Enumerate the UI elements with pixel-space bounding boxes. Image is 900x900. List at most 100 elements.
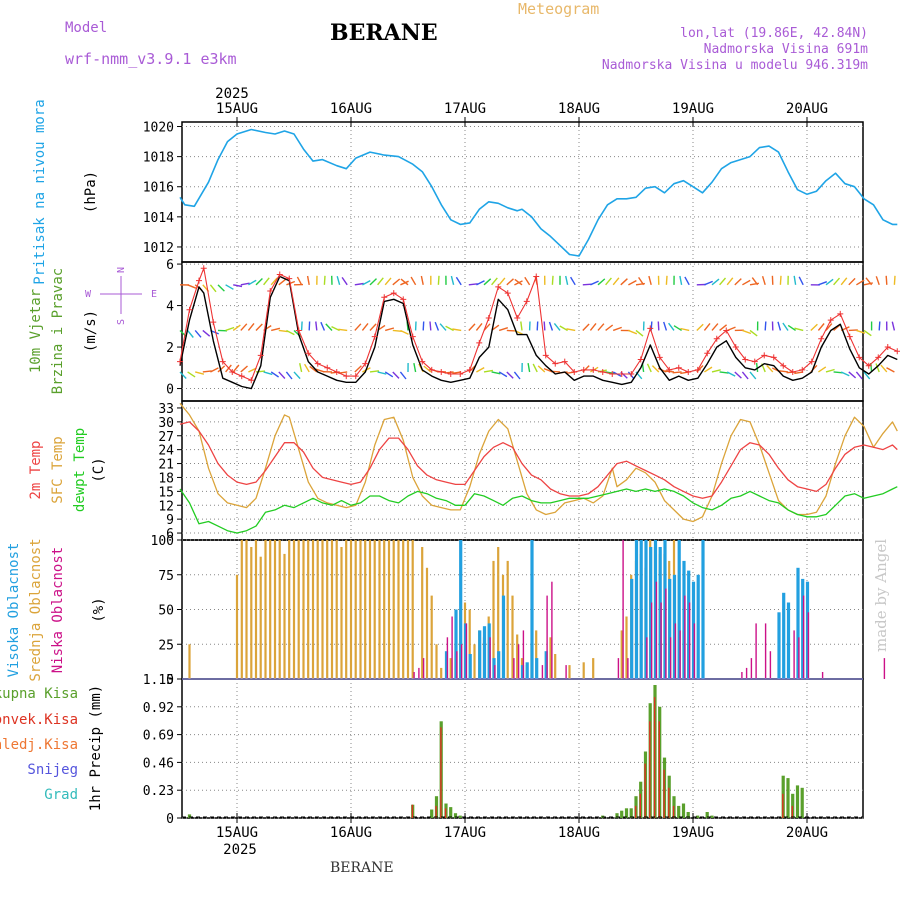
wind-direction-arrow — [362, 279, 371, 286]
temperature-tick-label: 30 — [158, 416, 174, 431]
cloud-bar — [465, 623, 468, 679]
wind-direction-arrow — [255, 278, 263, 286]
gust-marker — [884, 344, 891, 351]
wind-direction-arrow — [377, 371, 387, 375]
total-precip-bar — [187, 814, 192, 818]
gust-marker — [808, 358, 815, 365]
wind-direction-arrow — [818, 281, 828, 286]
wind-direction-arrow — [751, 277, 759, 286]
wind-direction-arrow — [648, 275, 652, 285]
wind-direction-arrow — [833, 277, 841, 286]
conv-precip-bar — [668, 787, 670, 818]
total-precip-bar — [677, 805, 681, 818]
cloud-bar — [520, 665, 525, 679]
pressure-frame — [181, 121, 864, 263]
wind-direction-arrow — [840, 277, 848, 286]
gust-marker — [343, 373, 350, 380]
cloud-bar — [805, 581, 810, 679]
wind-direction-arrow — [711, 323, 719, 331]
gust-marker — [533, 273, 540, 280]
wind-direction-arrow — [553, 322, 561, 331]
conv-precip-bar — [658, 721, 660, 818]
total-precip-bar — [449, 807, 453, 818]
temperature-tick-label: 33 — [158, 402, 174, 417]
cloud-bar — [278, 540, 281, 679]
gust-marker — [305, 350, 312, 357]
gust-marker — [400, 296, 407, 303]
wind-direction-arrow — [810, 323, 818, 331]
wind-direction-arrow — [657, 321, 660, 331]
wind-direction-arrow — [741, 371, 749, 380]
precip-tick-label: 0.92 — [143, 701, 174, 716]
wind-direction-arrow — [749, 371, 757, 380]
cloud-bar — [349, 540, 353, 679]
total-precip-bar — [620, 810, 624, 818]
wind-direction-arrow — [719, 324, 728, 332]
gust-marker — [818, 335, 825, 342]
compass-north-label: N — [116, 267, 127, 273]
temperature-tick-label: 24 — [158, 444, 174, 459]
wind-direction-arrow — [240, 323, 248, 331]
wind-direction-arrow — [422, 321, 425, 331]
wind-direction-arrow — [532, 363, 538, 373]
wind-direction-arrow — [726, 326, 736, 332]
coords-label: lon,lat (19.86E, 42.84N) — [680, 26, 868, 41]
total-precip-bar — [705, 812, 709, 818]
cloud-bar — [288, 540, 291, 679]
wind-direction-arrow — [711, 369, 721, 373]
gust-marker — [390, 290, 397, 297]
cloud-bar — [302, 540, 305, 679]
wind-direction-arrow — [605, 324, 614, 332]
wind-direction-arrow — [777, 321, 782, 331]
total-precip-bar — [458, 815, 462, 818]
gust-marker — [799, 366, 806, 373]
wind-ylabel: (m/s) — [83, 310, 99, 352]
temperature-tick-label: 21 — [158, 458, 174, 473]
bottom-date-label: 15AUG — [216, 825, 258, 841]
wind-direction-arrow — [817, 323, 825, 331]
cloud-bar — [807, 612, 810, 679]
pressure-line — [179, 128, 898, 257]
gust-marker — [694, 366, 701, 373]
temperature-tick-label: 9 — [166, 513, 174, 528]
gust-marker — [827, 317, 834, 324]
wind-direction-arrow — [848, 329, 858, 332]
cloud-bar — [517, 644, 520, 680]
cloud-bar — [511, 595, 514, 679]
cloud-bar — [525, 662, 529, 679]
gust-marker — [409, 333, 416, 340]
conv-precip-bar — [639, 793, 641, 818]
wind-direction-arrow — [491, 277, 498, 286]
cloud-bar — [422, 658, 425, 679]
top-date-label: 20AUG — [786, 101, 828, 117]
temperature-tick-label: 12 — [158, 499, 174, 514]
wind-direction-arrow — [551, 275, 554, 285]
wind-direction-arrow — [217, 284, 225, 292]
wind-direction-arrow — [439, 323, 447, 331]
wind-direction-arrow — [764, 321, 767, 331]
cloud-bar — [330, 540, 334, 679]
gust-marker — [875, 354, 882, 361]
cloud-bar — [444, 651, 449, 679]
wind-direction-arrow — [400, 278, 409, 286]
gust-marker — [352, 373, 359, 380]
wind-direction-arrow — [885, 275, 888, 285]
wind-direction-arrow — [672, 371, 682, 374]
bottom-date-label: 17AUG — [444, 825, 486, 841]
temp-2m-line — [179, 421, 898, 499]
wind-direction-arrow — [856, 329, 866, 334]
precip-legend-5: Grad — [44, 787, 78, 803]
wind-direction-arrow — [315, 321, 318, 331]
wind-direction-arrow — [476, 366, 485, 373]
conv-precip-bar — [644, 763, 646, 818]
cloud-bar — [250, 547, 253, 679]
cloud-bar — [235, 574, 239, 680]
wind-direction-arrow — [384, 371, 394, 378]
cloud-bar — [745, 667, 748, 679]
cloud-bar — [446, 637, 449, 679]
cloud-bar — [489, 637, 491, 679]
footer-title: BERANE — [330, 860, 394, 876]
cloud-bar — [660, 602, 662, 679]
cloud-bar — [311, 540, 315, 679]
wind-direction-arrow — [400, 329, 409, 335]
